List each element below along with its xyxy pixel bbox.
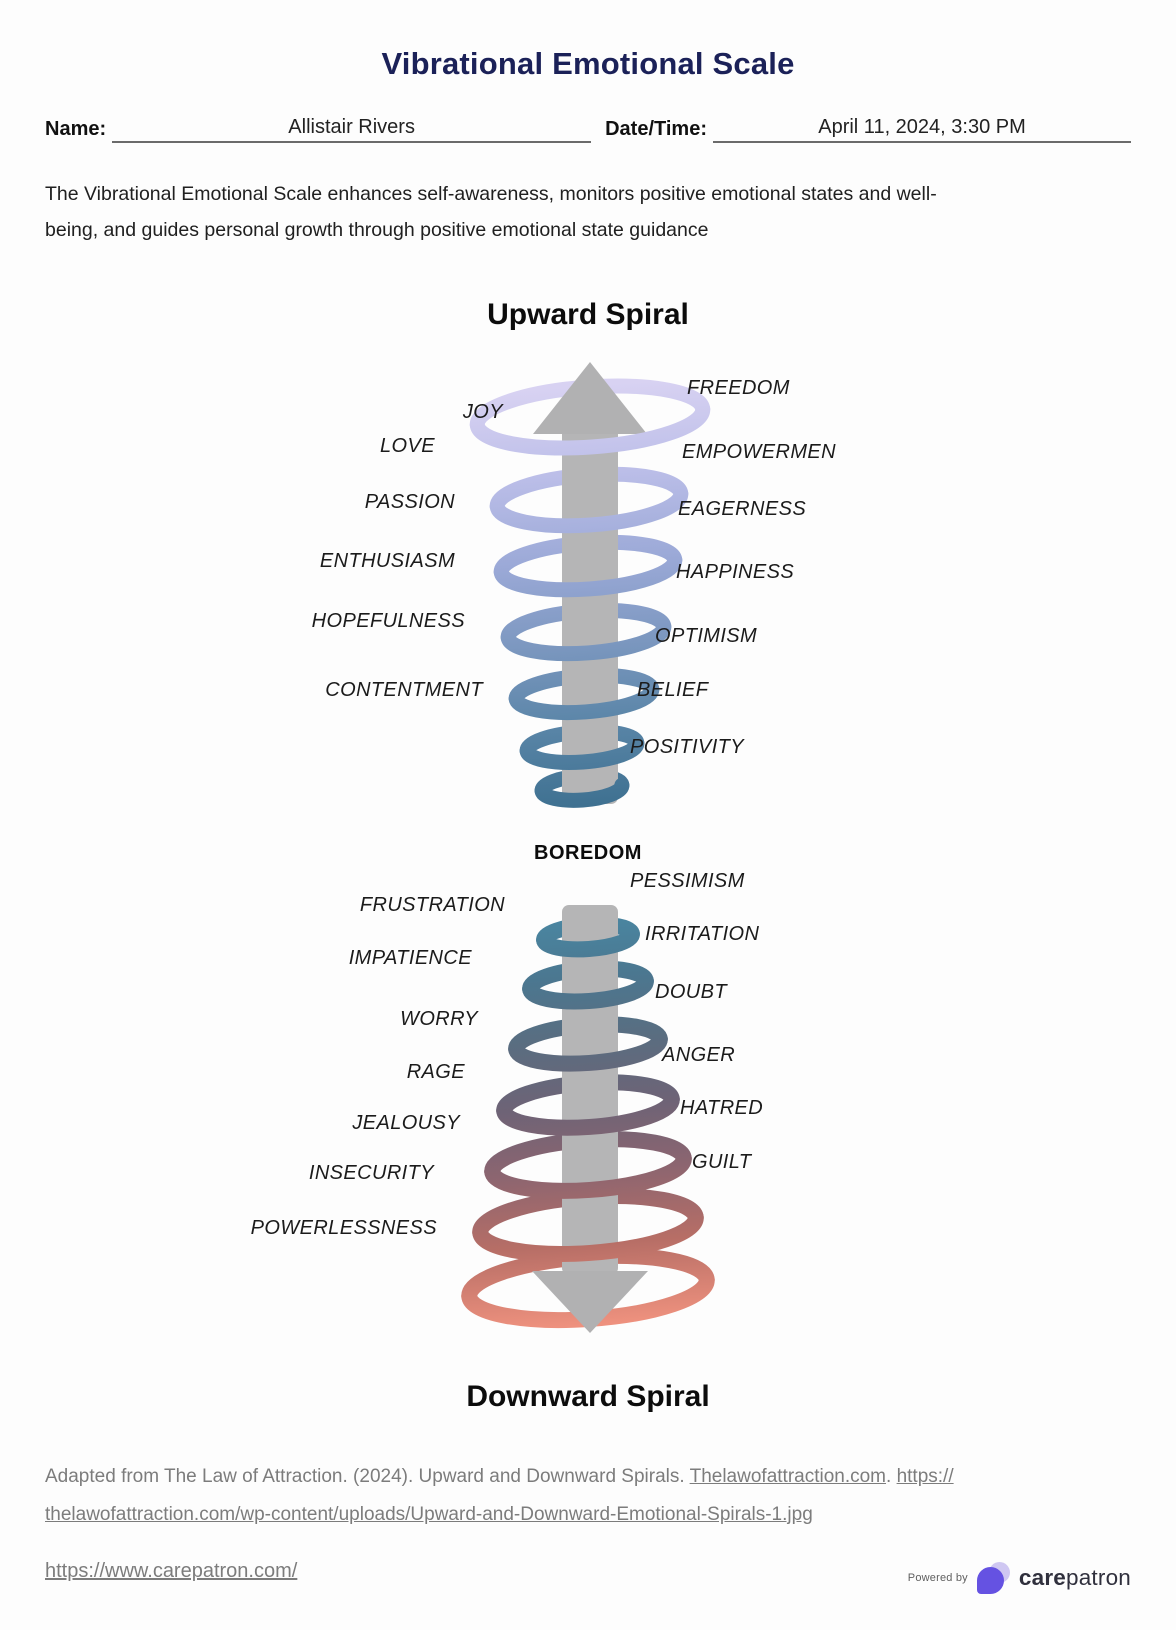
upward-coil-front [469, 401, 711, 808]
logo-bubble-purple [976, 1567, 1004, 1594]
emotion-label: ANGER [662, 1044, 736, 1066]
upward-spiral-heading: Upward Spiral [487, 298, 689, 331]
emotion-label: PESSIMISM [630, 870, 745, 892]
emotion-label: JOY [462, 401, 503, 423]
emotion-label: HATRED [680, 1097, 764, 1119]
powered-by-block[interactable]: Powered by carepatron [908, 1558, 1131, 1598]
boredom-label: BOREDOM [534, 842, 642, 864]
description-line-1: The Vibrational Emotional Scale enhances… [45, 183, 937, 205]
down-arrow-shaft [562, 905, 618, 1275]
brand-patron: patron [1066, 1565, 1131, 1590]
datetime-label: Date/Time: [605, 118, 707, 140]
page-title: Vibrational Emotional Scale [381, 46, 795, 81]
downward-spiral-graphic [461, 905, 715, 1333]
attribution-separator: . [886, 1466, 897, 1487]
attribution-url-link-start[interactable]: https:// [896, 1466, 954, 1487]
emotion-label: EMPOWERMEN [682, 441, 836, 463]
emotion-label: DOUBT [655, 981, 727, 1003]
emotion-label: EAGERNESS [678, 498, 807, 520]
carepatron-wordmark: carepatron [1019, 1565, 1131, 1591]
name-date-row: Name: Allistair Rivers Date/Time: April … [45, 116, 1131, 143]
emotion-label: IRRITATION [645, 923, 760, 945]
powered-by-label: Powered by [907, 1572, 968, 1584]
name-field[interactable]: Allistair Rivers [112, 116, 592, 143]
attribution-text: Adapted from The Law of Attraction. (202… [45, 1466, 690, 1487]
description-text: The Vibrational Emotional Scale enhances… [45, 176, 1131, 248]
downward-spiral-heading: Downward Spiral [466, 1380, 710, 1413]
emotion-label: POSITIVITY [630, 736, 745, 758]
attribution-url-link-continued[interactable]: thelawofattraction.com/wp-content/upload… [45, 1504, 813, 1525]
attribution-line-1: Adapted from The Law of Attraction. (202… [45, 1466, 1131, 1488]
emotion-label: CONTENTMENT [325, 679, 483, 701]
emotion-label: ENTHUSIASM [319, 550, 455, 572]
emotion-label: INSECURITY [308, 1162, 434, 1184]
emotion-label: HAPPINESS [676, 561, 795, 583]
emotion-label: LOVE [380, 435, 435, 457]
attribution-site-link[interactable]: Thelawofattraction.com [689, 1466, 887, 1487]
emotion-label: IMPATIENCE [348, 947, 472, 969]
emotion-label: JEALOUSY [352, 1112, 460, 1134]
emotion-label: HOPEFULNESS [311, 610, 465, 632]
carepatron-url[interactable]: https://www.carepatron.com/ [45, 1560, 298, 1582]
brand-care: care [1018, 1565, 1066, 1590]
attribution-line-2: thelawofattraction.com/wp-content/upload… [45, 1504, 1131, 1526]
name-label: Name: [45, 118, 107, 140]
emotion-label: GUILT [692, 1151, 752, 1173]
emotion-label: POWERLESSNESS [250, 1217, 437, 1239]
down-arrow-head [532, 1271, 648, 1333]
emotion-label: OPTIMISM [655, 625, 758, 647]
emotion-label: FREEDOM [687, 377, 790, 399]
carepatron-logo-icon [976, 1562, 1010, 1594]
upward-spiral-graphic [469, 362, 711, 808]
emotion-label: PASSION [364, 491, 455, 513]
emotion-label: WORRY [400, 1008, 478, 1030]
emotion-label: RAGE [406, 1061, 465, 1083]
carepatron-site-link: https://www.carepatron.com/ [45, 1560, 297, 1583]
description-line-2: being, and guides personal growth throug… [45, 219, 709, 241]
datetime-field[interactable]: April 11, 2024, 3:30 PM [713, 116, 1131, 143]
emotion-label: FRUSTRATION [359, 894, 505, 916]
emotion-label: BELIEF [637, 679, 709, 701]
